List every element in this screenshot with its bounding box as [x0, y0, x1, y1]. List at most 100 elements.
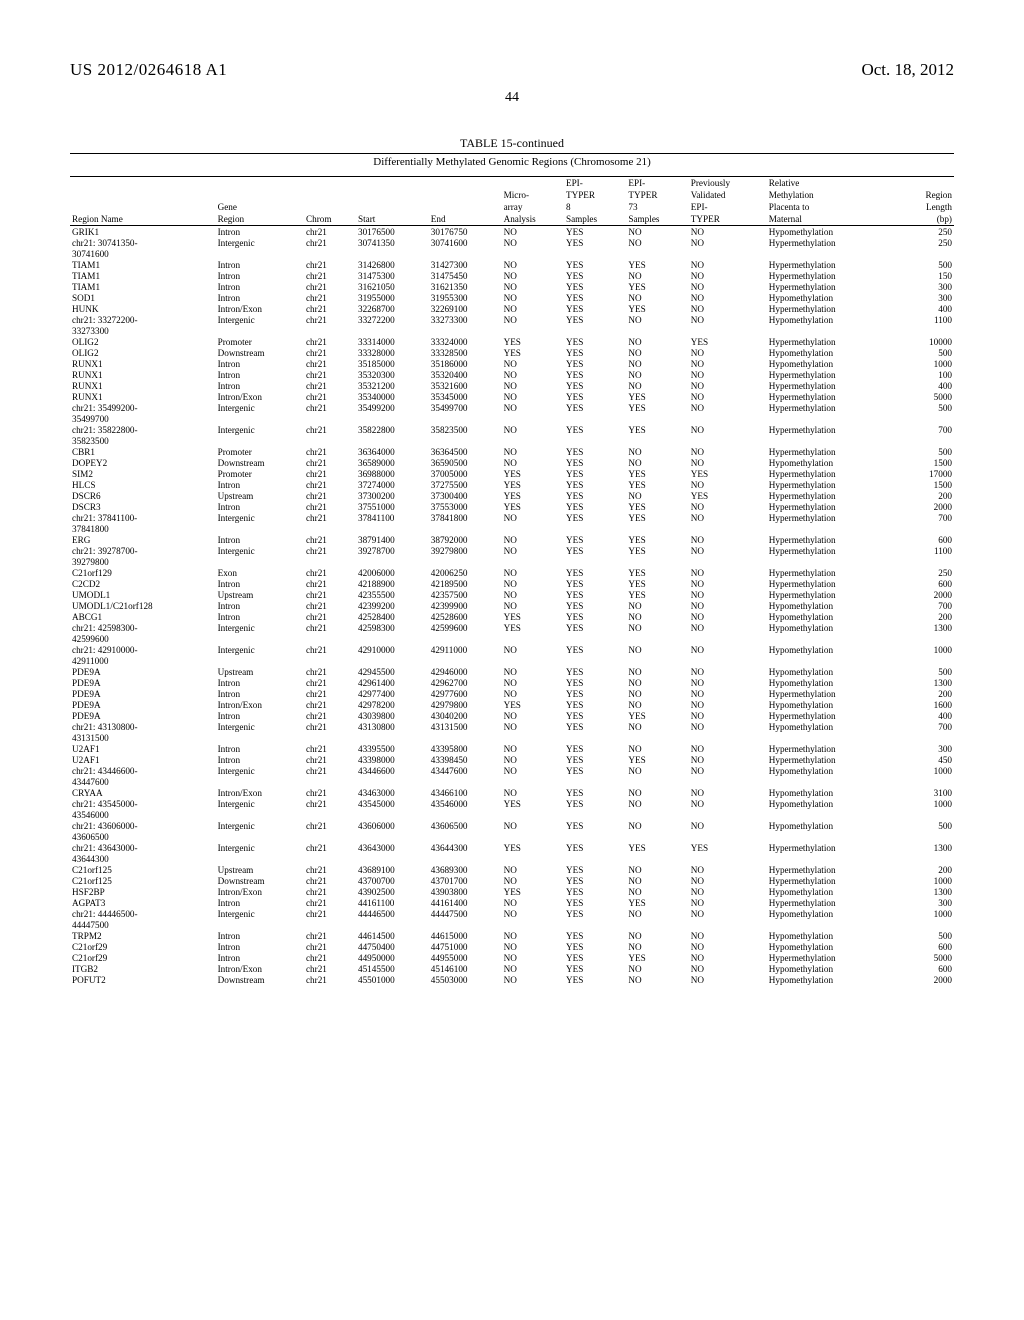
table-cell: NO	[626, 314, 688, 325]
table-cell	[767, 248, 897, 259]
table-cell	[689, 919, 767, 930]
table-cell: 33273300	[70, 325, 216, 336]
table-cell: 42961400	[356, 677, 429, 688]
table-cell: NO	[502, 369, 564, 380]
table-cell: YES	[626, 391, 688, 402]
table-cell: YES	[564, 512, 626, 523]
table-cell: TIAM1	[70, 281, 216, 292]
table-cell	[429, 732, 502, 743]
table-cell: NO	[689, 589, 767, 600]
table-cell: YES	[626, 468, 688, 479]
table-row: chr21: 43130800-Intergenicchr21431308004…	[70, 721, 954, 732]
table-cell: chr21	[304, 303, 356, 314]
table-cell: 44751000	[429, 941, 502, 952]
table-cell: Hypermethylation	[767, 875, 897, 886]
table-cell: NO	[689, 226, 767, 238]
table-cell: NO	[502, 820, 564, 831]
table-cell: chr21	[304, 842, 356, 853]
table-cell: NO	[689, 380, 767, 391]
table-cell: Hypomethylation	[767, 721, 897, 732]
table-caption-wrap: Differentially Methylated Genomic Region…	[70, 153, 954, 177]
table-cell: TIAM1	[70, 270, 216, 281]
table-cell: NO	[689, 941, 767, 952]
table-cell	[626, 776, 688, 787]
table-cell: chr21: 42910000-	[70, 644, 216, 655]
table-cell: 37300400	[429, 490, 502, 501]
column-header: Relative	[767, 177, 897, 189]
table-row: chr21: 42598300-Intergenicchr21425983004…	[70, 622, 954, 633]
table-cell: 44955000	[429, 952, 502, 963]
table-cell: 35321200	[356, 380, 429, 391]
table-cell: 38791400	[356, 534, 429, 545]
table-cell: NO	[502, 963, 564, 974]
table-cell: 35186000	[429, 358, 502, 369]
table-cell: YES	[626, 402, 688, 413]
table-cell: chr21: 43643000-	[70, 842, 216, 853]
table-cell: 700	[897, 512, 954, 523]
table-cell	[502, 325, 564, 336]
table-cell: Intergenic	[216, 545, 304, 556]
table-cell	[502, 413, 564, 424]
table-cell: 44161400	[429, 897, 502, 908]
table-cell	[689, 633, 767, 644]
table-cell	[897, 413, 954, 424]
table-cell: 37275500	[429, 479, 502, 490]
table-cell: NO	[689, 534, 767, 545]
table-cell: Intergenic	[216, 721, 304, 732]
table-cell: 39279800	[429, 545, 502, 556]
table-cell	[429, 556, 502, 567]
table-cell: 35345000	[429, 391, 502, 402]
table-cell: 32269100	[429, 303, 502, 314]
table-cell: 250	[897, 567, 954, 578]
table-cell: NO	[502, 743, 564, 754]
table-cell	[897, 325, 954, 336]
table-cell: chr21: 43606000-	[70, 820, 216, 831]
table-cell: 36589000	[356, 457, 429, 468]
table-cell: NO	[626, 699, 688, 710]
table-cell	[502, 435, 564, 446]
table-cell: Hypermethylation	[767, 534, 897, 545]
table-cell: 44950000	[356, 952, 429, 963]
table-cell: 31955000	[356, 292, 429, 303]
table-cell: Hypermethylation	[767, 303, 897, 314]
column-header	[304, 177, 356, 189]
table-cell: Hypermethylation	[767, 380, 897, 391]
table-cell: chr21	[304, 446, 356, 457]
table-cell: YES	[626, 259, 688, 270]
table-row: 39279800	[70, 556, 954, 567]
table-cell: NO	[689, 952, 767, 963]
table-cell: NO	[689, 369, 767, 380]
table-cell: NO	[626, 677, 688, 688]
table-cell: 43040200	[429, 710, 502, 721]
table-cell: YES	[564, 281, 626, 292]
table-cell	[304, 831, 356, 842]
table-cell: Hypermethylation	[767, 446, 897, 457]
table-cell: YES	[564, 963, 626, 974]
table-cell	[216, 809, 304, 820]
table-cell: YES	[564, 270, 626, 281]
table-cell: 42355500	[356, 589, 429, 600]
table-cell: Downstream	[216, 875, 304, 886]
table-cell: 1300	[897, 622, 954, 633]
table-cell: NO	[689, 677, 767, 688]
column-header	[356, 189, 429, 201]
table-cell	[767, 776, 897, 787]
table-cell: chr21	[304, 347, 356, 358]
table-cell: 42599600	[70, 633, 216, 644]
table-row: U2AF1Intronchr214339550043395800NOYESNON…	[70, 743, 954, 754]
table-row: RUNX1Intronchr213518500035186000NOYESNON…	[70, 358, 954, 369]
table-cell: NO	[689, 347, 767, 358]
table-body: GRIK1Intronchr213017650030176750NOYESNON…	[70, 226, 954, 986]
column-header	[70, 177, 216, 189]
table-cell: Hypomethylation	[767, 798, 897, 809]
table-cell	[304, 919, 356, 930]
table-cell: chr21	[304, 930, 356, 941]
table-cell	[356, 413, 429, 424]
table-cell	[564, 413, 626, 424]
table-cell: NO	[502, 578, 564, 589]
table-cell: Intergenic	[216, 908, 304, 919]
table-cell: 600	[897, 941, 954, 952]
table-cell: 30741600	[429, 237, 502, 248]
table-cell: YES	[626, 303, 688, 314]
table-cell: 43903800	[429, 886, 502, 897]
